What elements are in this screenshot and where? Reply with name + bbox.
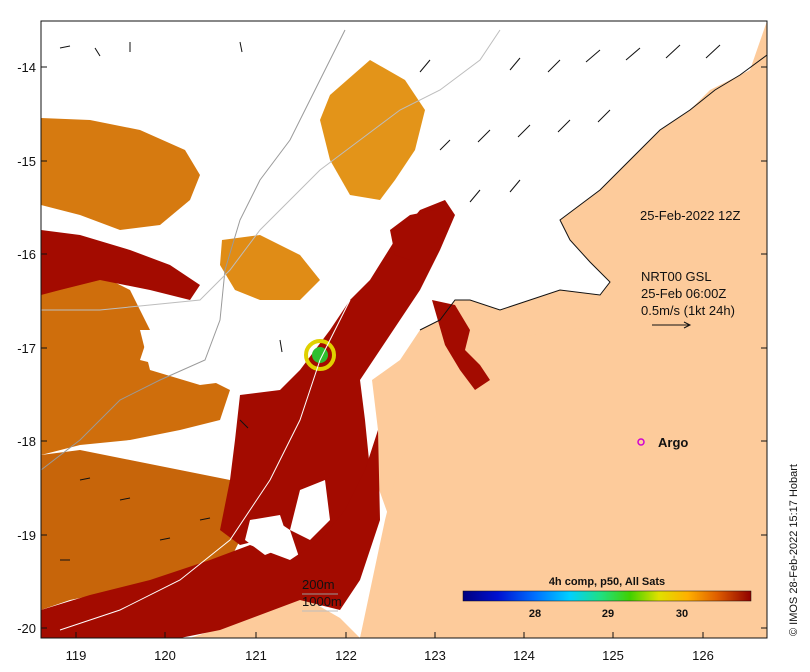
colorbar-tick-label: 30	[676, 608, 688, 620]
cloud-gap-1	[140, 330, 240, 385]
sst-warm-ne	[390, 210, 445, 260]
y-tick-label: -16	[17, 247, 36, 262]
current-time-label: 25-Feb 06:00Z	[641, 286, 726, 301]
sst-warm-inlet	[432, 300, 490, 390]
current-vectors	[59, 41, 721, 561]
y-tick-label: -19	[17, 528, 36, 543]
colorbar-tick-label: 29	[602, 608, 614, 620]
y-tick-label: -18	[17, 434, 36, 449]
x-tick-label: 120	[154, 648, 176, 663]
x-tick-label: 125	[602, 648, 624, 663]
colorbar-title: 4h comp, p50, All Sats	[549, 576, 665, 588]
cloud-gap-2	[290, 480, 330, 540]
x-tick-label: 119	[66, 648, 87, 663]
plot-frame	[40, 20, 768, 639]
current-scale-arrow	[652, 321, 692, 329]
y-tick-label: -15	[17, 154, 36, 169]
x-tick-label: 121	[245, 648, 267, 663]
current-source-label: NRT00 GSL	[641, 269, 712, 284]
argo-label: Argo	[658, 435, 688, 450]
time-label: 25-Feb-2022 12Z	[640, 208, 741, 223]
credit-label: © IMOS 28-Feb-2022 15:17 Hobart	[788, 464, 800, 636]
isobath-200m	[41, 29, 346, 471]
sst-warm-coastal	[220, 200, 455, 560]
x-axis: 119 120 121 122 123 124 125 126	[66, 632, 714, 663]
isobath-200m-label: 200m	[302, 577, 335, 592]
colorbar: 4h comp, p50, All Sats 28 29 30	[462, 576, 752, 620]
isobath-1000m-label: 1000m	[302, 594, 342, 609]
isobath-shelf-edge	[59, 299, 351, 631]
x-tick-label: 122	[335, 648, 357, 663]
sst-cool-west	[41, 118, 200, 230]
sst-warm-west	[41, 230, 200, 300]
colorbar-gradient	[462, 590, 752, 602]
sst-cool-sw	[41, 270, 230, 455]
land-south	[360, 300, 767, 638]
argo-marker[interactable]	[637, 438, 645, 446]
colorbar-tick-label: 28	[529, 608, 541, 620]
sst-cool-mid	[220, 235, 320, 300]
x-tick-label: 123	[424, 648, 446, 663]
current-scale-label: 0.5m/s (1kt 24h)	[641, 303, 735, 318]
isobath-1000m	[41, 29, 501, 311]
sst-cool-north	[320, 60, 425, 200]
x-tick-label: 124	[513, 648, 535, 663]
y-axis: -14 -15 -16 -17 -18 -19 -20	[17, 60, 767, 636]
y-tick-label: -14	[17, 60, 36, 75]
cloud-gap-3	[245, 515, 290, 555]
y-tick-label: -17	[17, 341, 36, 356]
sst-yellow-spot	[304, 339, 336, 371]
x-tick-label: 126	[692, 648, 714, 663]
y-tick-label: -20	[17, 621, 36, 636]
coastline	[419, 54, 767, 331]
sst-warm-south	[41, 430, 380, 638]
